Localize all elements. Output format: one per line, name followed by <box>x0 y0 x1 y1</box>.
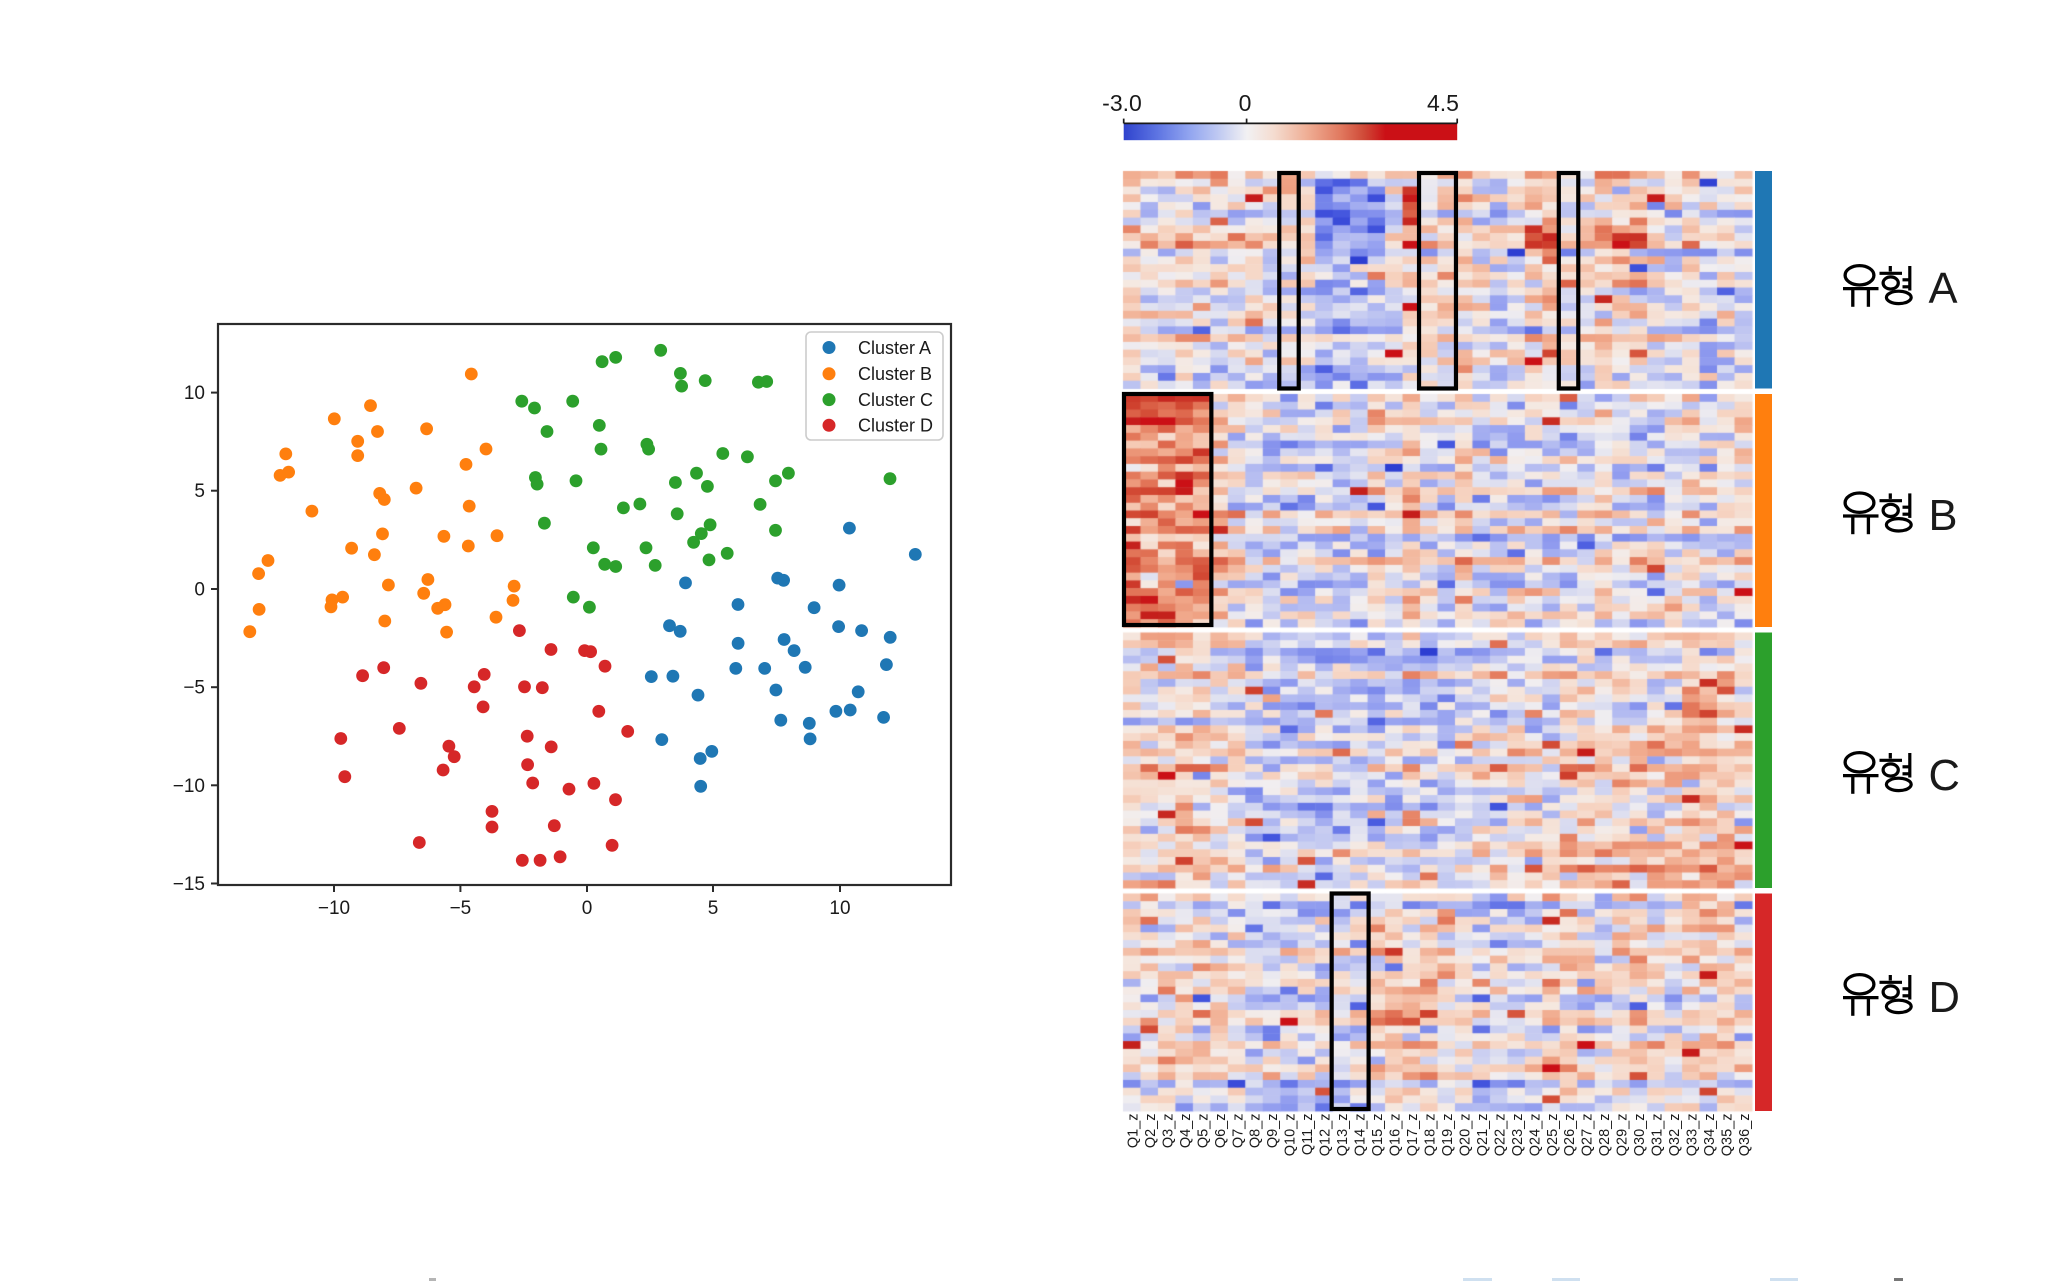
svg-text:Q19_z: Q19_z <box>1440 1114 1456 1157</box>
svg-text:Q4_z: Q4_z <box>1178 1114 1194 1149</box>
svg-text:Q35_z: Q35_z <box>1719 1114 1735 1157</box>
svg-text:Q22_z: Q22_z <box>1492 1114 1508 1157</box>
svg-text:Q26_z: Q26_z <box>1562 1114 1578 1157</box>
svg-text:Q23_z: Q23_z <box>1510 1114 1526 1157</box>
svg-text:Q29_z: Q29_z <box>1615 1114 1631 1157</box>
svg-text:Cluster A: Cluster A <box>858 338 931 358</box>
svg-text:Cluster B: Cluster B <box>858 364 932 384</box>
svg-text:Q28_z: Q28_z <box>1597 1114 1613 1157</box>
svg-text:0: 0 <box>582 898 593 919</box>
svg-text:B: B <box>1929 492 1958 540</box>
svg-text:0: 0 <box>1239 90 1252 116</box>
svg-text:Q11_z: Q11_z <box>1300 1114 1316 1156</box>
svg-text:Q17_z: Q17_z <box>1405 1114 1421 1157</box>
svg-text:Q18_z: Q18_z <box>1422 1114 1438 1157</box>
svg-text:Q30_z: Q30_z <box>1632 1114 1648 1157</box>
svg-text:Q6_z: Q6_z <box>1213 1114 1229 1149</box>
svg-text:Q10_z: Q10_z <box>1283 1114 1299 1157</box>
svg-text:Cluster D: Cluster D <box>858 416 933 436</box>
svg-text:Q12_z: Q12_z <box>1318 1114 1334 1157</box>
svg-text:Q5_z: Q5_z <box>1195 1114 1211 1149</box>
svg-text:Q3_z: Q3_z <box>1160 1114 1176 1149</box>
svg-text:Q32_z: Q32_z <box>1667 1114 1683 1157</box>
svg-text:-3.0: -3.0 <box>1102 90 1142 116</box>
svg-text:−15: −15 <box>173 874 205 895</box>
svg-text:D: D <box>1929 974 1960 1022</box>
svg-text:Q14_z: Q14_z <box>1353 1114 1369 1157</box>
svg-text:Q21_z: Q21_z <box>1475 1114 1491 1157</box>
svg-text:Q13_z: Q13_z <box>1335 1114 1351 1157</box>
svg-text:Q36_z: Q36_z <box>1737 1114 1753 1157</box>
svg-text:Q31_z: Q31_z <box>1650 1114 1666 1157</box>
svg-text:−10: −10 <box>173 776 205 797</box>
svg-text:Q7_z: Q7_z <box>1230 1114 1246 1149</box>
svg-text:Q34_z: Q34_z <box>1702 1114 1718 1157</box>
svg-text:Q25_z: Q25_z <box>1545 1114 1561 1157</box>
svg-text:10: 10 <box>829 898 850 919</box>
svg-text:−10: −10 <box>318 898 350 919</box>
svg-text:−5: −5 <box>183 678 205 699</box>
svg-text:A: A <box>1929 265 1958 313</box>
svg-text:Q24_z: Q24_z <box>1527 1114 1543 1157</box>
svg-text:Cluster C: Cluster C <box>858 390 933 410</box>
svg-text:4.5: 4.5 <box>1427 90 1459 116</box>
svg-text:0: 0 <box>194 580 205 601</box>
svg-text:10: 10 <box>184 383 205 404</box>
svg-text:Q9_z: Q9_z <box>1265 1114 1281 1149</box>
svg-text:5: 5 <box>708 898 719 919</box>
svg-text:−5: −5 <box>450 898 472 919</box>
svg-text:Q27_z: Q27_z <box>1580 1114 1596 1157</box>
svg-text:Q8_z: Q8_z <box>1248 1114 1264 1149</box>
svg-text:5: 5 <box>194 481 205 502</box>
svg-text:Q33_z: Q33_z <box>1685 1114 1701 1157</box>
svg-text:Q16_z: Q16_z <box>1388 1114 1404 1157</box>
svg-text:Q20_z: Q20_z <box>1457 1114 1473 1157</box>
svg-text:Q15_z: Q15_z <box>1370 1114 1386 1157</box>
svg-text:Q1_z: Q1_z <box>1125 1114 1141 1149</box>
svg-text:Q2_z: Q2_z <box>1143 1114 1159 1149</box>
svg-text:C: C <box>1929 752 1960 800</box>
